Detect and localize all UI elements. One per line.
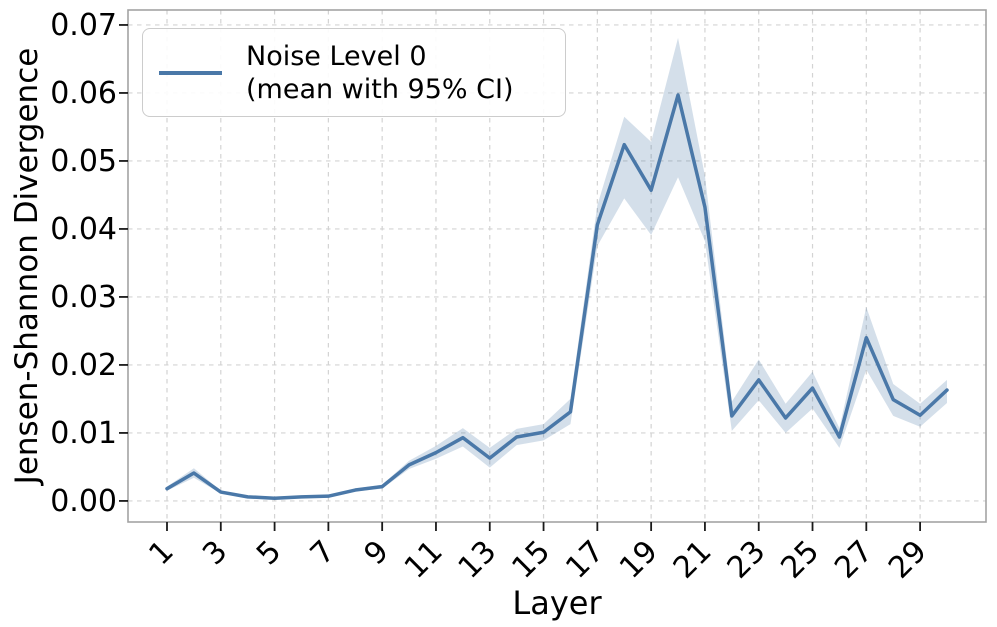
- x-axis-label: Layer: [512, 584, 602, 622]
- x-tick-label: 3: [196, 534, 234, 572]
- legend-line-swatch: [159, 70, 222, 75]
- x-tick-label: 29: [882, 534, 934, 586]
- x-tick-label: 7: [304, 534, 342, 572]
- x-tick-label: 9: [358, 534, 396, 572]
- y-tick-label: 0.05: [50, 144, 117, 179]
- x-tick-label: 23: [721, 534, 773, 586]
- x-tick-label: 19: [613, 534, 665, 586]
- mean-line: [165, 93, 949, 500]
- y-tick-label: 0.04: [50, 212, 117, 247]
- x-tick-label: 11: [398, 534, 450, 586]
- x-tick-label: 15: [505, 534, 557, 586]
- x-tick-label: 1: [142, 534, 180, 572]
- y-tick-label: 0.03: [50, 280, 117, 315]
- x-tick-label: 21: [667, 534, 719, 586]
- legend-text: Noise Level 0 (mean with 95% CI): [246, 40, 514, 106]
- x-tick-label: 13: [452, 534, 504, 586]
- y-axis-label: Jensen-Shannon Divergence: [9, 47, 45, 485]
- plot-border: [127, 9, 987, 523]
- y-tick-label: 0.00: [50, 484, 117, 519]
- x-tick-label: 5: [250, 534, 288, 572]
- x-tick-label: 27: [828, 534, 880, 586]
- y-tick-label: 0.01: [50, 416, 117, 451]
- legend-line-1: Noise Level 0: [246, 40, 427, 72]
- x-tick-label: 25: [774, 534, 826, 586]
- y-tick-label: 0.06: [50, 76, 117, 111]
- confidence-band: [167, 37, 947, 499]
- x-tick-label: 17: [559, 534, 611, 586]
- legend-line-2: (mean with 95% CI): [246, 73, 514, 105]
- legend: Noise Level 0 (mean with 95% CI): [142, 28, 566, 117]
- y-tick-label: 0.07: [50, 8, 117, 43]
- y-tick-label: 0.02: [50, 348, 117, 383]
